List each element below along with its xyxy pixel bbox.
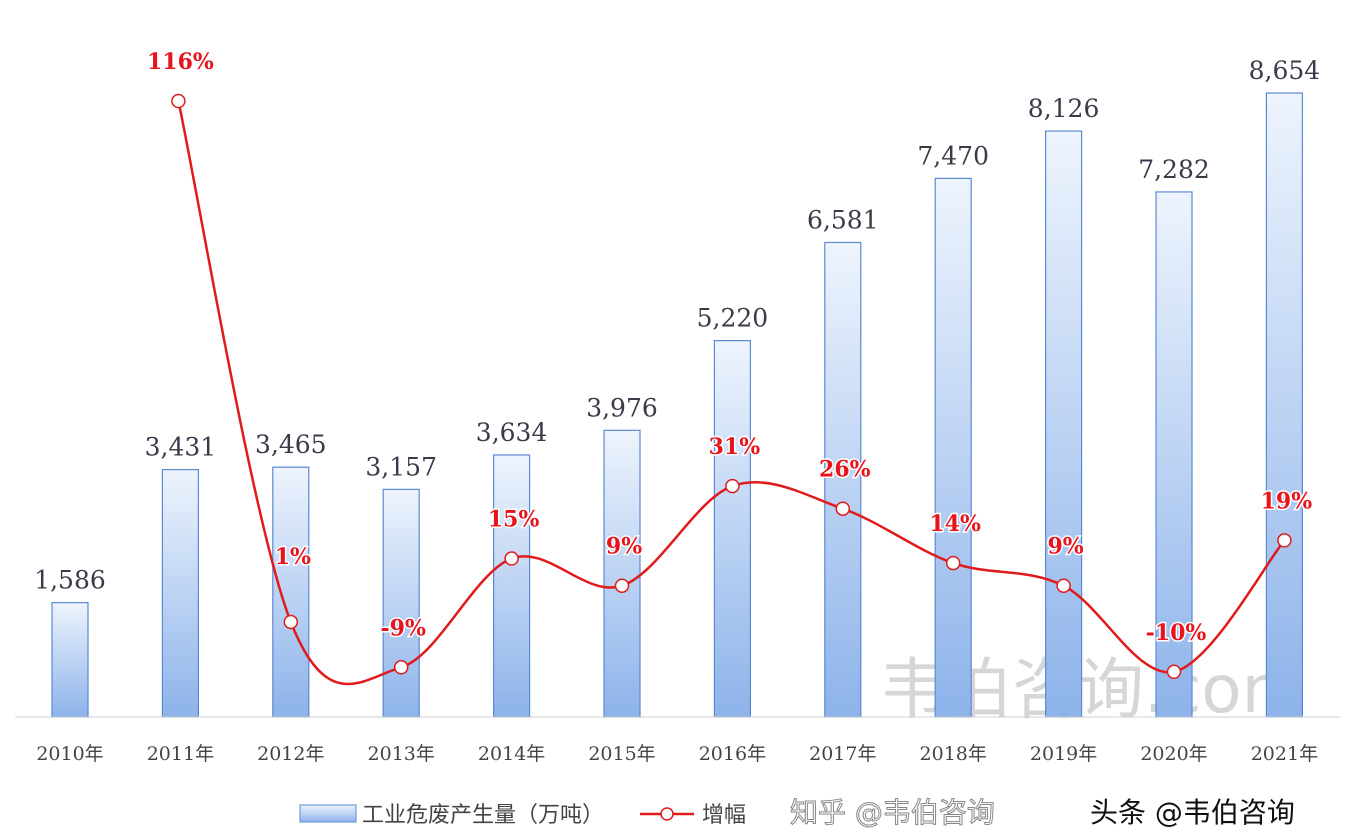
x-tick-label: 2020年 <box>1140 743 1207 765</box>
bar-2021年 <box>1265 92 1304 718</box>
growth-label: 9% <box>1047 534 1083 560</box>
bar-2018年 <box>934 177 972 718</box>
growth-point-2019年 <box>1056 578 1071 593</box>
x-tick-label: 2018年 <box>920 743 987 765</box>
bar-2019年 <box>1044 130 1083 718</box>
watermark-zhihu: 知乎 @韦伯咨询 <box>790 796 995 829</box>
bar-value-label: 5,220 <box>697 304 769 333</box>
bar-value-label: 7,282 <box>1138 155 1210 184</box>
legend-bar-label: 工业危废产生量（万吨） <box>362 803 604 828</box>
bar-value-label: 3,157 <box>365 452 437 481</box>
bar-2010年 <box>51 602 89 718</box>
growth-point-2018年 <box>945 555 961 571</box>
growth-point-2015年 <box>614 578 630 593</box>
x-tick-label: 2017年 <box>809 743 876 765</box>
bar-value-label: 3,431 <box>145 433 217 462</box>
legend-line-marker <box>660 807 674 821</box>
growth-point-2021年 <box>1277 533 1292 548</box>
growth-label: 116% <box>147 49 214 75</box>
bar-2013年 <box>382 488 420 718</box>
growth-point-2014年 <box>504 551 519 566</box>
bar-value-label: 3,976 <box>586 393 658 422</box>
growth-label: 9% <box>606 534 642 560</box>
x-tick-label: 2013年 <box>368 743 435 765</box>
growth-point-2017年 <box>835 501 851 516</box>
growth-label: -9% <box>381 615 426 641</box>
bar-value-label: 7,470 <box>917 141 989 170</box>
legend: 工业危废产生量（万吨） 增幅 <box>299 803 746 828</box>
bar-2014年 <box>493 454 531 718</box>
growth-label: 19% <box>1261 488 1313 514</box>
growth-label: 31% <box>709 434 761 460</box>
growth-label: 15% <box>488 507 540 533</box>
bar-2012年 <box>272 466 310 718</box>
x-tick-label: 2010年 <box>36 743 103 765</box>
x-tick-label: 2014年 <box>478 743 545 765</box>
x-tick-label: 2019年 <box>1030 743 1097 765</box>
bar-value-label: 3,465 <box>255 430 327 459</box>
bar-2011年 <box>161 469 199 718</box>
growth-point-2016年 <box>725 478 740 494</box>
bar-value-label: 6,581 <box>807 205 879 234</box>
x-tick-label: 2015年 <box>588 743 655 765</box>
x-tick-label: 2011年 <box>147 743 214 765</box>
growth-label: 1% <box>275 544 311 570</box>
legend-bar-swatch <box>299 804 357 823</box>
x-tick-label: 2016年 <box>699 743 766 765</box>
bar-value-label: 8,654 <box>1249 56 1321 85</box>
bar-2017年 <box>824 241 862 718</box>
bar-2016年 <box>713 340 752 718</box>
bar-value-label: 8,126 <box>1028 94 1100 123</box>
growth-label: -10% <box>1146 620 1207 646</box>
x-tick-label: 2021年 <box>1251 743 1318 765</box>
bar-value-label: 3,634 <box>476 418 548 447</box>
growth-label: 26% <box>819 457 871 483</box>
legend-line-label: 增幅 <box>702 803 746 828</box>
x-tick-label: 2012年 <box>257 743 324 765</box>
bar-value-label: 1,586 <box>34 566 106 595</box>
growth-point-2011年 <box>171 93 186 109</box>
growth-label: 14% <box>929 511 981 537</box>
growth-point-2012年 <box>283 614 299 630</box>
bar-2015年 <box>603 429 641 718</box>
growth-point-2020年 <box>1166 664 1182 680</box>
watermark-toutiao: 头条 @韦伯咨询 <box>1090 796 1295 829</box>
bar-2020年 <box>1155 191 1193 718</box>
growth-point-2013年 <box>393 660 409 675</box>
